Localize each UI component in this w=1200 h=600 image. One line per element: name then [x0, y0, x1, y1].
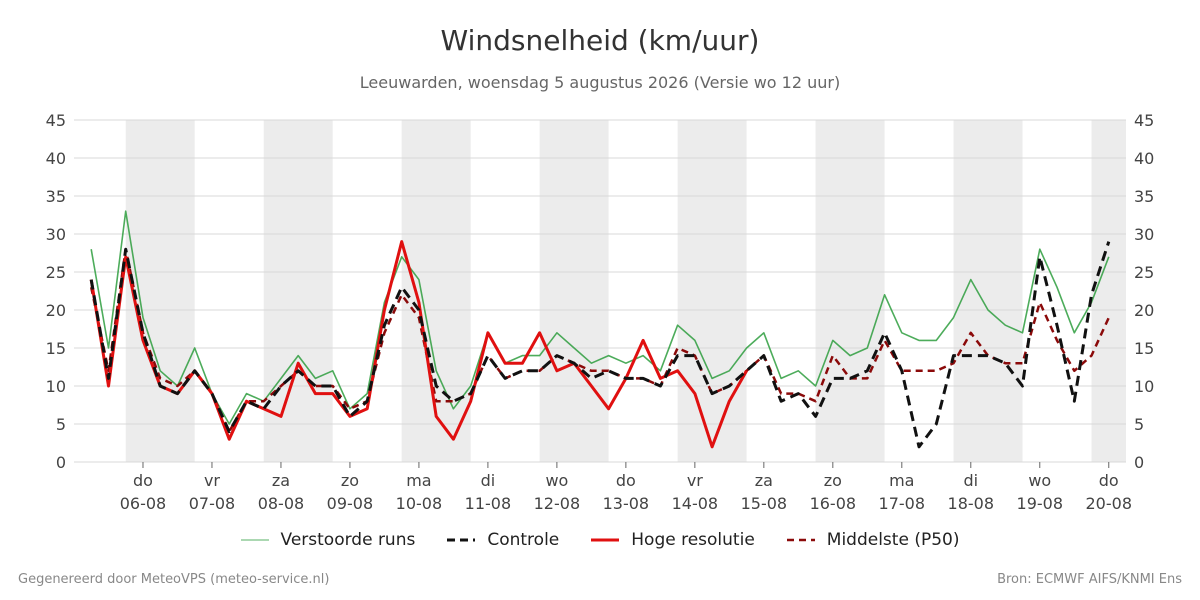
chart-subtitle: Leeuwarden, woensdag 5 augustus 2026 (Ve…: [359, 73, 841, 92]
legend-label: Hoge resolutie: [631, 530, 755, 550]
x-tick-day: zo: [341, 471, 359, 490]
x-tick-date: 13-08: [603, 494, 650, 513]
weekend-band: [401, 120, 471, 462]
x-tick-date: 15-08: [741, 494, 788, 513]
y-tick-label: 20: [1134, 301, 1154, 320]
legend-label: Verstoorde runs: [280, 530, 416, 550]
x-tick-date: 17-08: [879, 494, 926, 513]
y-tick-label: 10: [46, 377, 66, 396]
series-line-controle: [89, 241, 1111, 449]
x-tick-day: do: [616, 471, 636, 490]
legend-swatch-red: [591, 538, 620, 542]
x-axis: do 06-08 vr 07-08 za 08-08 zo 09-08 ma 10-08 di 11-…: [120, 462, 1132, 513]
x-tick-date: 12-08: [534, 494, 581, 513]
y-tick-label: 30: [46, 225, 66, 244]
y-tick-label: 5: [56, 415, 66, 434]
y-tick-label: 25: [1134, 263, 1154, 282]
x-tick-day: ma: [406, 471, 431, 490]
legend-item-median[interactable]: Middelste (P50): [786, 530, 960, 550]
x-tick-date: 08-08: [258, 494, 305, 513]
chart-legend: Verstoorde runs Controle Hoge resolutie …: [0, 530, 1200, 550]
y-tick-label: 10: [1134, 377, 1154, 396]
x-tick-day: vr: [687, 471, 703, 490]
legend-label: Middelste (P50): [826, 530, 960, 550]
ensemble-runs: [90, 210, 1110, 425]
weekend-band: [677, 120, 747, 462]
y-tick-label: 35: [46, 187, 66, 206]
y-tick-label: 45: [1134, 111, 1154, 130]
x-tick-date: 11-08: [465, 494, 512, 513]
series-line-verstoorde-runs: [90, 210, 1110, 425]
x-tick-day: za: [272, 471, 290, 490]
weekend-bands: [125, 120, 1126, 462]
x-tick-date: 14-08: [672, 494, 719, 513]
weekend-band: [263, 120, 333, 462]
chart-title: Windsnelheid (km/uur): [440, 24, 760, 57]
legend-swatch-green: [240, 539, 269, 541]
legend-item-high-res[interactable]: Hoge resolutie: [591, 530, 755, 550]
y-tick-label: 15: [46, 339, 66, 358]
x-tick-date: 06-08: [120, 494, 167, 513]
x-tick-date: 09-08: [327, 494, 374, 513]
x-tick-day: do: [1099, 471, 1119, 490]
weekend-band: [815, 120, 885, 462]
x-tick-day: ma: [889, 471, 914, 490]
y-tick-label: 0: [1134, 453, 1144, 472]
weekend-band: [953, 120, 1023, 462]
x-tick-date: 10-08: [396, 494, 443, 513]
grid-lines: [74, 119, 1126, 463]
x-tick-day: vr: [204, 471, 220, 490]
x-tick-day: wo: [545, 471, 568, 490]
x-tick-day: wo: [1028, 471, 1051, 490]
x-tick-day: di: [481, 471, 496, 490]
y-tick-label: 30: [1134, 225, 1154, 244]
y-tick-label: 5: [1134, 415, 1144, 434]
legend-swatch-black-dashed: [447, 538, 476, 542]
x-tick-date: 07-08: [189, 494, 236, 513]
series-line-hoge-resolutie: [89, 240, 748, 449]
x-tick-day: zo: [824, 471, 842, 490]
footer-source: Bron: ECMWF AIFS/KNMI Ens: [997, 572, 1182, 587]
y-tick-label: 40: [1134, 149, 1154, 168]
y-tick-label: 20: [46, 301, 66, 320]
weekend-band: [125, 120, 195, 462]
y-axis-right: 0 5 10 15 20 25 30 35 40 45: [1134, 111, 1154, 472]
y-tick-label: 35: [1134, 187, 1154, 206]
x-tick-date: 16-08: [810, 494, 857, 513]
legend-label: Controle: [487, 530, 560, 550]
x-tick-day: di: [963, 471, 978, 490]
y-tick-label: 15: [1134, 339, 1154, 358]
legend-item-control[interactable]: Controle: [447, 530, 559, 550]
weekend-band: [1091, 120, 1126, 462]
x-tick-date: 18-08: [948, 494, 995, 513]
y-tick-label: 0: [56, 453, 66, 472]
legend-item-perturbed-runs[interactable]: Verstoorde runs: [240, 530, 416, 550]
legend-swatch-darkred-dashed: [786, 538, 815, 542]
x-tick-date: 19-08: [1017, 494, 1064, 513]
y-tick-label: 25: [46, 263, 66, 282]
main-series-lines: [89, 240, 1111, 449]
x-tick-day: za: [755, 471, 773, 490]
x-tick-date: 20-08: [1086, 494, 1133, 513]
y-tick-label: 45: [46, 111, 66, 130]
footer-generator: Gegenereerd door MeteoVPS (meteo-service…: [18, 572, 330, 587]
y-tick-label: 40: [46, 149, 66, 168]
x-tick-day: do: [133, 471, 153, 490]
y-axis-left: 0 5 10 15 20 25 30 35 40 45: [46, 111, 66, 472]
weekend-band: [539, 120, 609, 462]
